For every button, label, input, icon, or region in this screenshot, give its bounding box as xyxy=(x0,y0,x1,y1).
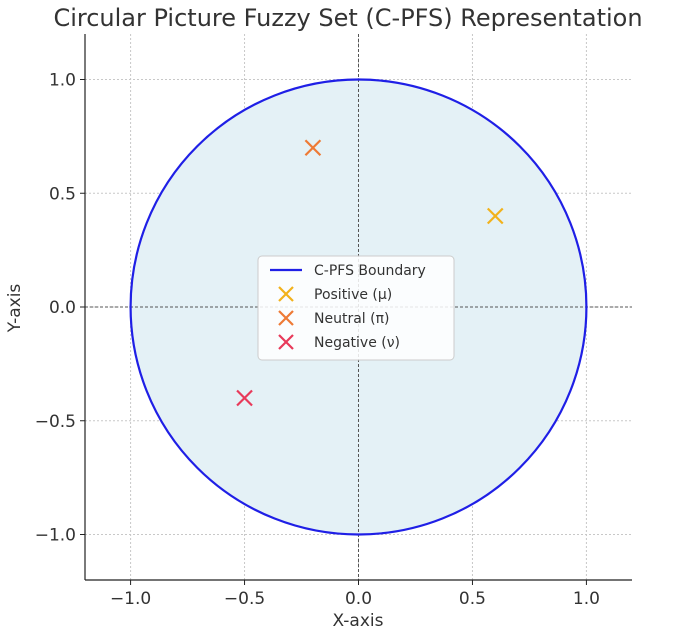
x-axis-label: X-axis xyxy=(333,611,384,631)
legend-marker-stroke-b xyxy=(278,310,294,326)
data-point xyxy=(236,389,253,407)
data-point xyxy=(304,139,322,157)
legend-marker xyxy=(278,310,294,326)
legend: C-PFS Boundary Positive (μ) Neutral (π) Neg… xyxy=(257,255,455,361)
legend-label: C-PFS Boundary xyxy=(314,263,426,279)
legend-marker-stroke-b xyxy=(278,286,294,302)
boundary-circle xyxy=(129,78,588,536)
legend-box xyxy=(257,255,455,361)
legend-marker-stroke-b xyxy=(278,334,294,350)
x-tick-label: 0.0 xyxy=(345,589,372,609)
x-tick-label: 0.5 xyxy=(459,589,486,609)
y-tick-label: −1.0 xyxy=(35,526,76,546)
legend-label: Negative (ν) xyxy=(314,335,400,351)
legend-marker xyxy=(278,334,294,350)
legend-marker xyxy=(278,286,294,302)
legend-label: Positive (μ) xyxy=(314,287,392,303)
y-tick-label: 0.5 xyxy=(49,184,76,204)
chart-title: Circular Picture Fuzzy Set (C-PFS) Repre… xyxy=(53,4,642,32)
data-point-stroke-b xyxy=(304,139,322,157)
legend-label: Neutral (π) xyxy=(314,311,389,327)
x-tick-label: −0.5 xyxy=(224,589,265,609)
x-tick-label: −1.0 xyxy=(110,589,151,609)
y-tick-label: −0.5 xyxy=(35,412,76,432)
y-axis-label: Y-axis xyxy=(5,284,25,334)
x-tick-label: 1.0 xyxy=(573,589,600,609)
data-point-stroke-b xyxy=(236,389,253,407)
data-point xyxy=(486,207,504,225)
y-tick-label: 0.0 xyxy=(49,298,76,318)
y-tick-label: 1.0 xyxy=(49,71,76,91)
data-point-stroke-b xyxy=(486,207,504,225)
